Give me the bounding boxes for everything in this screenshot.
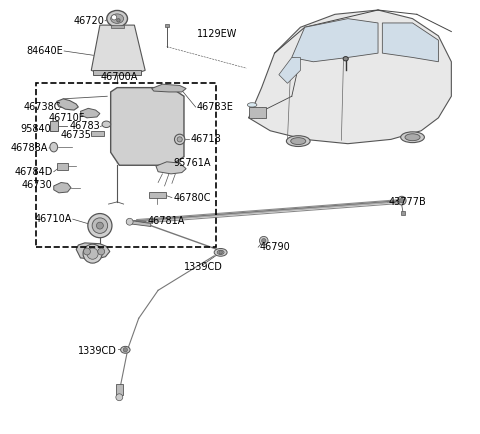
Text: 46710A: 46710A bbox=[35, 214, 72, 224]
Text: 46720: 46720 bbox=[73, 16, 104, 26]
Text: 46784D: 46784D bbox=[14, 167, 52, 177]
Polygon shape bbox=[111, 88, 184, 165]
Circle shape bbox=[92, 218, 108, 233]
Polygon shape bbox=[383, 23, 438, 62]
Bar bbox=[149, 192, 166, 198]
Circle shape bbox=[260, 237, 268, 245]
Polygon shape bbox=[81, 108, 100, 118]
Circle shape bbox=[98, 248, 105, 255]
Ellipse shape bbox=[401, 132, 424, 143]
Bar bbox=[116, 384, 123, 395]
Ellipse shape bbox=[287, 136, 310, 147]
Circle shape bbox=[399, 198, 404, 203]
Circle shape bbox=[126, 218, 133, 225]
Circle shape bbox=[219, 251, 222, 254]
Bar bbox=[249, 107, 266, 118]
Text: 1339CD: 1339CD bbox=[184, 262, 223, 272]
Ellipse shape bbox=[405, 134, 420, 141]
Text: 46700A: 46700A bbox=[101, 72, 138, 82]
Text: 46780C: 46780C bbox=[173, 193, 211, 203]
Polygon shape bbox=[91, 25, 145, 72]
Text: 1129EW: 1129EW bbox=[197, 29, 237, 39]
Ellipse shape bbox=[107, 10, 128, 27]
Bar bbox=[94, 69, 141, 75]
Text: 46738C: 46738C bbox=[24, 102, 61, 112]
Ellipse shape bbox=[217, 250, 224, 254]
Bar bbox=[57, 163, 68, 170]
Bar bbox=[111, 25, 124, 28]
Circle shape bbox=[177, 137, 182, 142]
Text: 1339CD: 1339CD bbox=[78, 345, 117, 356]
Polygon shape bbox=[57, 99, 78, 110]
Circle shape bbox=[262, 239, 266, 243]
Circle shape bbox=[83, 244, 102, 263]
Text: 46783: 46783 bbox=[69, 122, 100, 132]
Text: 84640E: 84640E bbox=[26, 46, 63, 56]
Circle shape bbox=[116, 394, 123, 401]
Ellipse shape bbox=[291, 138, 306, 145]
Ellipse shape bbox=[102, 121, 111, 128]
Polygon shape bbox=[152, 84, 186, 92]
Text: 46790: 46790 bbox=[260, 242, 290, 252]
Ellipse shape bbox=[120, 346, 130, 353]
Circle shape bbox=[111, 15, 117, 20]
Ellipse shape bbox=[111, 14, 124, 23]
Text: 46781A: 46781A bbox=[147, 216, 185, 226]
Bar bbox=[91, 131, 104, 136]
Text: 46710F: 46710F bbox=[48, 113, 85, 123]
Text: 95761A: 95761A bbox=[173, 158, 211, 168]
Ellipse shape bbox=[343, 56, 348, 61]
Polygon shape bbox=[249, 10, 451, 144]
Bar bbox=[165, 24, 169, 27]
Text: 43777B: 43777B bbox=[389, 197, 427, 207]
Text: 95840: 95840 bbox=[21, 124, 51, 134]
Circle shape bbox=[397, 196, 406, 205]
Polygon shape bbox=[76, 243, 110, 259]
Text: 46788A: 46788A bbox=[11, 143, 48, 153]
Polygon shape bbox=[292, 19, 378, 62]
Text: 46735: 46735 bbox=[60, 130, 91, 140]
Text: 46733E: 46733E bbox=[197, 102, 234, 112]
Circle shape bbox=[51, 123, 56, 128]
Text: 46718: 46718 bbox=[191, 135, 221, 145]
Text: 46730: 46730 bbox=[22, 180, 52, 190]
Ellipse shape bbox=[214, 249, 227, 256]
Circle shape bbox=[88, 214, 112, 238]
Polygon shape bbox=[279, 57, 300, 83]
Circle shape bbox=[175, 134, 185, 145]
Ellipse shape bbox=[247, 103, 257, 107]
Polygon shape bbox=[127, 220, 151, 227]
Circle shape bbox=[117, 19, 120, 22]
Polygon shape bbox=[54, 183, 71, 193]
Circle shape bbox=[96, 222, 103, 229]
Bar bbox=[50, 121, 58, 131]
Polygon shape bbox=[156, 162, 186, 174]
Ellipse shape bbox=[50, 142, 58, 152]
Circle shape bbox=[123, 348, 128, 352]
Bar bbox=[401, 211, 405, 215]
Circle shape bbox=[87, 248, 98, 259]
Circle shape bbox=[84, 248, 90, 255]
Circle shape bbox=[58, 101, 64, 108]
Bar bbox=[36, 83, 216, 247]
